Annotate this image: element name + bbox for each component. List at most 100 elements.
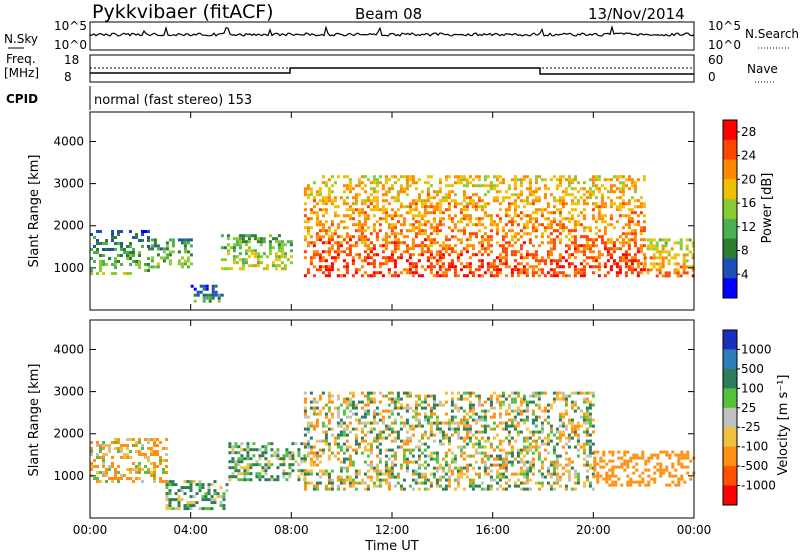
heatmap-cell [525,223,529,227]
heatmap-cell [655,274,659,278]
heatmap-cell [315,223,319,227]
heatmap-cell [676,271,680,275]
heatmap-cell [238,243,242,247]
heatmap-cell [495,400,499,404]
heatmap-cell [576,475,580,479]
heatmap-cell [691,268,695,272]
heatmap-cell [372,205,376,209]
heatmap-cell [372,223,376,227]
heatmap-cell [621,190,625,194]
heatmap-cell [423,412,427,416]
colorbar-tick-label: 100 [741,381,764,395]
heatmap-cell [303,400,307,404]
heatmap-cell [501,487,505,491]
heatmap-cell [102,263,105,266]
colorbar-swatch [723,485,737,506]
heatmap-cell [435,274,439,278]
heatmap-cell [501,463,505,467]
heatmap-cell [611,459,615,463]
heatmap-cell [582,187,586,191]
heatmap-cell [552,469,556,473]
heatmap-cell [186,480,190,484]
heatmap-cell [432,421,436,425]
heatmap-cell [456,406,460,410]
heatmap-cell [492,223,496,227]
heatmap-cell [429,268,433,272]
nave-label: Nave [747,62,778,76]
heatmap-cell [564,178,568,182]
heatmap-cell [570,193,574,197]
heatmap-cell [582,274,586,278]
heatmap-cell [207,486,211,490]
heatmap-cell [126,468,129,471]
heatmap-cell [652,238,656,242]
heatmap-cell [417,481,421,485]
heatmap-cell [495,199,499,203]
heatmap-cell [426,199,430,203]
heatmap-cell [420,190,424,194]
heatmap-cell [351,244,355,248]
heatmap-cell [537,403,541,407]
heatmap-cell [603,241,607,245]
heatmap-cell [238,252,242,256]
heatmap-cell [291,469,295,473]
heatmap-cell [652,247,656,251]
heatmap-cell [432,238,436,242]
heatmap-cell [561,205,565,209]
heatmap-cell [120,263,123,266]
heatmap-cell [498,220,502,224]
heatmap-cell [495,226,499,230]
heatmap-cell [468,199,472,203]
heatmap-cell [591,217,595,221]
heatmap-cell [330,223,334,227]
heatmap-cell [294,442,298,446]
heatmap-cell [525,226,529,230]
heatmap-cell [363,217,367,221]
heatmap-cell [327,397,331,401]
heatmap-cell [567,445,571,449]
heatmap-cell [429,454,433,458]
heatmap-cell [321,406,325,410]
heatmap-cell [168,489,172,493]
heatmap-cell [646,271,650,275]
heatmap-cell [658,253,662,257]
heatmap-cell [573,187,577,191]
heatmap-cell [468,436,472,440]
heatmap-cell [384,427,388,431]
heatmap-cell [414,403,418,407]
heatmap-cell [96,471,99,474]
heatmap-cell [354,433,358,437]
heatmap-cell [588,439,592,443]
heatmap-cell [646,244,650,248]
heatmap-cell [96,248,99,251]
heatmap-cell [375,466,379,470]
heatmap-cell [498,190,502,194]
heatmap-cell [537,262,541,266]
heatmap-cell [366,394,370,398]
heatmap-cell [318,229,322,233]
heatmap-cell [495,214,499,218]
heatmap-cell [534,259,538,263]
heatmap-cell [537,208,541,212]
heatmap-cell [618,247,622,251]
heatmap-cell [447,175,451,179]
heatmap-cell [516,178,520,182]
heatmap-cell [306,424,310,428]
heatmap-cell [141,233,144,236]
heatmap-cell [647,456,651,460]
heatmap-cell [363,403,367,407]
heatmap-cell [573,250,577,254]
heatmap-cell [354,475,358,479]
heatmap-cell [489,181,493,185]
heatmap-cell [570,262,574,266]
heatmap-cell [417,178,421,182]
heatmap-cell [674,468,678,472]
heatmap-cell [561,274,565,278]
heatmap-cell [190,284,194,288]
heatmap-cell [297,448,301,452]
heatmap-cell [186,250,190,254]
heatmap-cell [501,472,505,476]
heatmap-cell [258,454,262,458]
heatmap-cell [519,400,523,404]
heatmap-cell [459,217,463,221]
